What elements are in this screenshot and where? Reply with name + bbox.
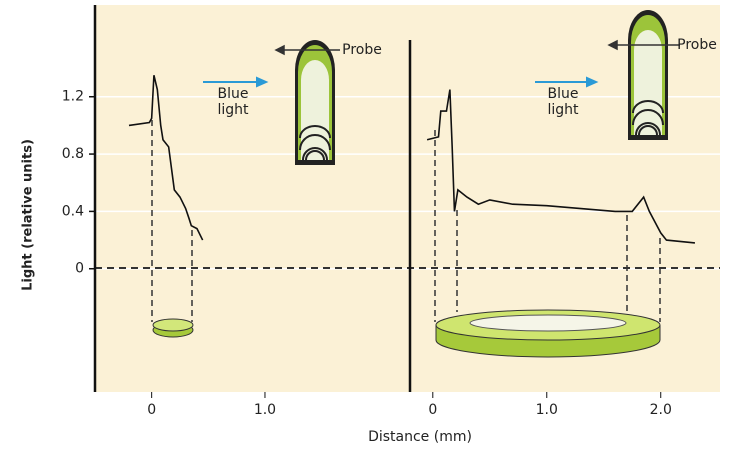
probe-tip-left bbox=[295, 40, 335, 165]
blue-light-label: Blue light bbox=[538, 86, 588, 118]
probe-label: Probe bbox=[672, 37, 722, 53]
y-tick-label: 0.4 bbox=[62, 203, 84, 219]
y-tick-label: 1.2 bbox=[62, 89, 84, 105]
x-tick-label: 1.0 bbox=[254, 402, 276, 418]
disc-small bbox=[153, 319, 193, 337]
y-tick-label: 0 bbox=[75, 261, 84, 277]
blue-light-label: Blue light bbox=[208, 86, 258, 118]
y-tick-label: 0.8 bbox=[62, 146, 84, 162]
x-tick-label: 0 bbox=[147, 402, 156, 418]
y-axis-label: Light (relative units) bbox=[21, 139, 36, 291]
disc-ring bbox=[436, 310, 660, 357]
chart: 0 0.4 0.8 1.2 0 1.0 Light (relative units) 0 1.0… bbox=[0, 0, 742, 449]
x-tick-label: 1.0 bbox=[536, 402, 558, 418]
figure: 0 0.4 0.8 1.2 0 1.0 Light (relative units) 0 1.0… bbox=[0, 0, 742, 449]
x-tick-label: 0 bbox=[428, 402, 437, 418]
x-tick-label: 2.0 bbox=[650, 402, 672, 418]
probe-label: Probe bbox=[337, 42, 387, 58]
x-axis-label: Distance (mm) bbox=[368, 429, 472, 445]
probe-tip-right bbox=[628, 10, 668, 140]
